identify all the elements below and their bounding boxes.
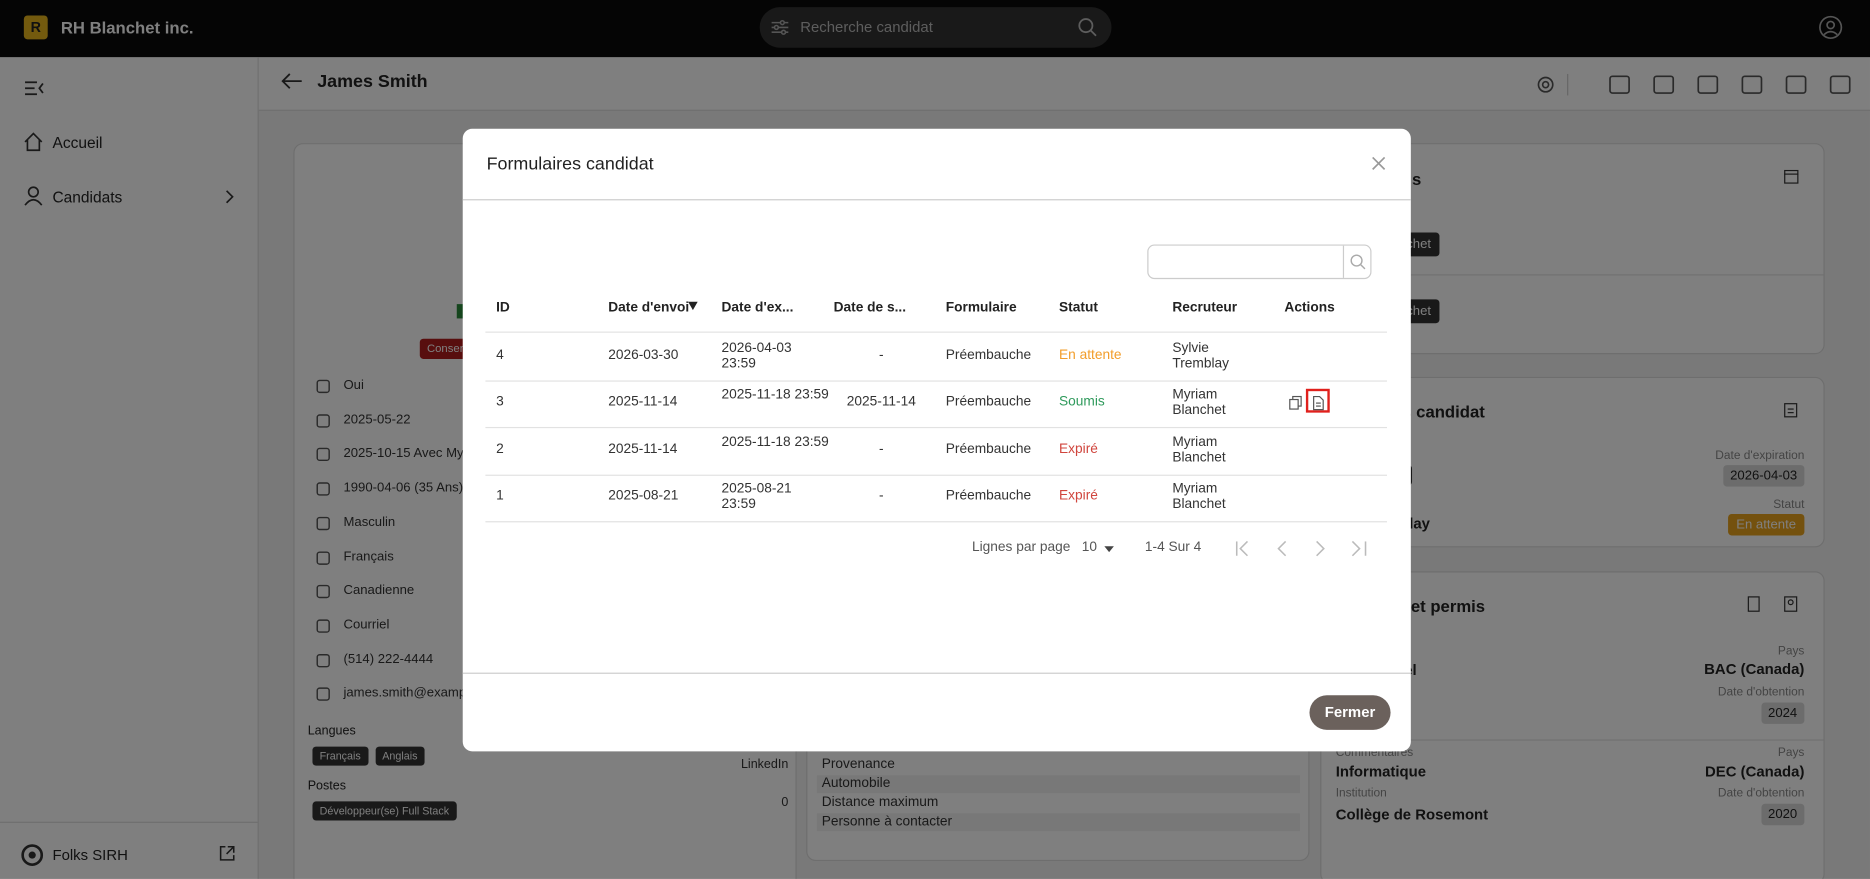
table-cell: 2025-11-18 23:59: [721, 434, 829, 450]
modal: Formulaires candidat ID Date d'envoi Date …: [462, 128, 1411, 752]
table-cell: 2026-04-03 23:59: [721, 340, 792, 371]
divider: [485, 331, 1387, 333]
divider: [485, 379, 1387, 382]
table-cell: Expiré: [1059, 441, 1098, 457]
table-cell: 2025-11-14: [846, 394, 916, 410]
table-cell: Préembauche: [945, 347, 1032, 362]
rows-per-page[interactable]: 10: [1081, 540, 1097, 555]
table-cell: 4: [496, 347, 504, 362]
table-cell: -: [879, 488, 884, 504]
table-cell: Myriam Blanchet: [1172, 387, 1226, 418]
table-cell: Préembauche: [945, 441, 1032, 457]
pagination-controls: [1235, 540, 1367, 557]
table-cell: 2: [496, 441, 504, 457]
divider: [1342, 245, 1345, 278]
column-header: Actions: [1284, 300, 1335, 315]
view-form-action[interactable]: [1313, 395, 1324, 411]
table-cell: En attente: [1059, 347, 1122, 362]
table-cell: Expiré: [1059, 488, 1098, 504]
close-icon[interactable]: [1372, 156, 1386, 170]
column-header[interactable]: Formulaire: [945, 300, 1017, 315]
sort-indicator: [688, 301, 698, 311]
column-header[interactable]: ID: [496, 300, 510, 315]
table-cell: -: [879, 441, 884, 457]
table-cell: Sylvie Tremblay: [1172, 340, 1229, 371]
divider: [485, 426, 1387, 429]
divider: [485, 474, 1387, 476]
table-cell: 2026-03-30: [608, 347, 679, 362]
table-cell: Myriam Blanchet: [1172, 481, 1226, 512]
divider: [462, 672, 1411, 674]
table-cell: 2025-08-21 23:59: [721, 481, 792, 512]
table-cell: Préembauche: [945, 488, 1032, 504]
table-cell: Soumis: [1059, 394, 1105, 410]
table-cell: 2025-08-21: [608, 488, 679, 504]
divider: [485, 521, 1387, 523]
table-cell: Myriam Blanchet: [1172, 434, 1226, 465]
column-header[interactable]: Date d'ex...: [721, 300, 794, 315]
modal-title: Formulaires candidat: [486, 153, 654, 175]
table-cell: 2025-11-14: [608, 394, 678, 410]
column-header[interactable]: Date de s...: [833, 300, 907, 315]
column-header[interactable]: Recruteur: [1172, 300, 1238, 315]
dropdown-caret[interactable]: [1104, 546, 1114, 553]
copy-action[interactable]: [1289, 395, 1302, 410]
table-cell: 2025-11-14: [608, 441, 678, 457]
column-header[interactable]: Date d'envoi: [608, 300, 690, 315]
divider: [462, 199, 1411, 201]
column-header[interactable]: Statut: [1059, 300, 1098, 315]
highlight-box: [1305, 388, 1330, 413]
close-button[interactable]: Fermer: [1309, 695, 1391, 730]
table-cell: 1: [496, 488, 504, 504]
search-icon[interactable]: [1350, 254, 1366, 270]
page-range: 1-4 Sur 4: [1144, 540, 1202, 555]
table-cell: 2025-11-18 23:59: [721, 387, 829, 402]
table-cell: 3: [496, 394, 504, 410]
table-cell: Préembauche: [945, 394, 1032, 410]
forms-table: ID Date d'envoi Date d'ex... Date de s... Fo…: [463, 129, 1411, 673]
table-search[interactable]: [1147, 244, 1372, 280]
table-cell: -: [879, 347, 884, 362]
rows-per-page-label: Lignes par page: [971, 540, 1071, 555]
